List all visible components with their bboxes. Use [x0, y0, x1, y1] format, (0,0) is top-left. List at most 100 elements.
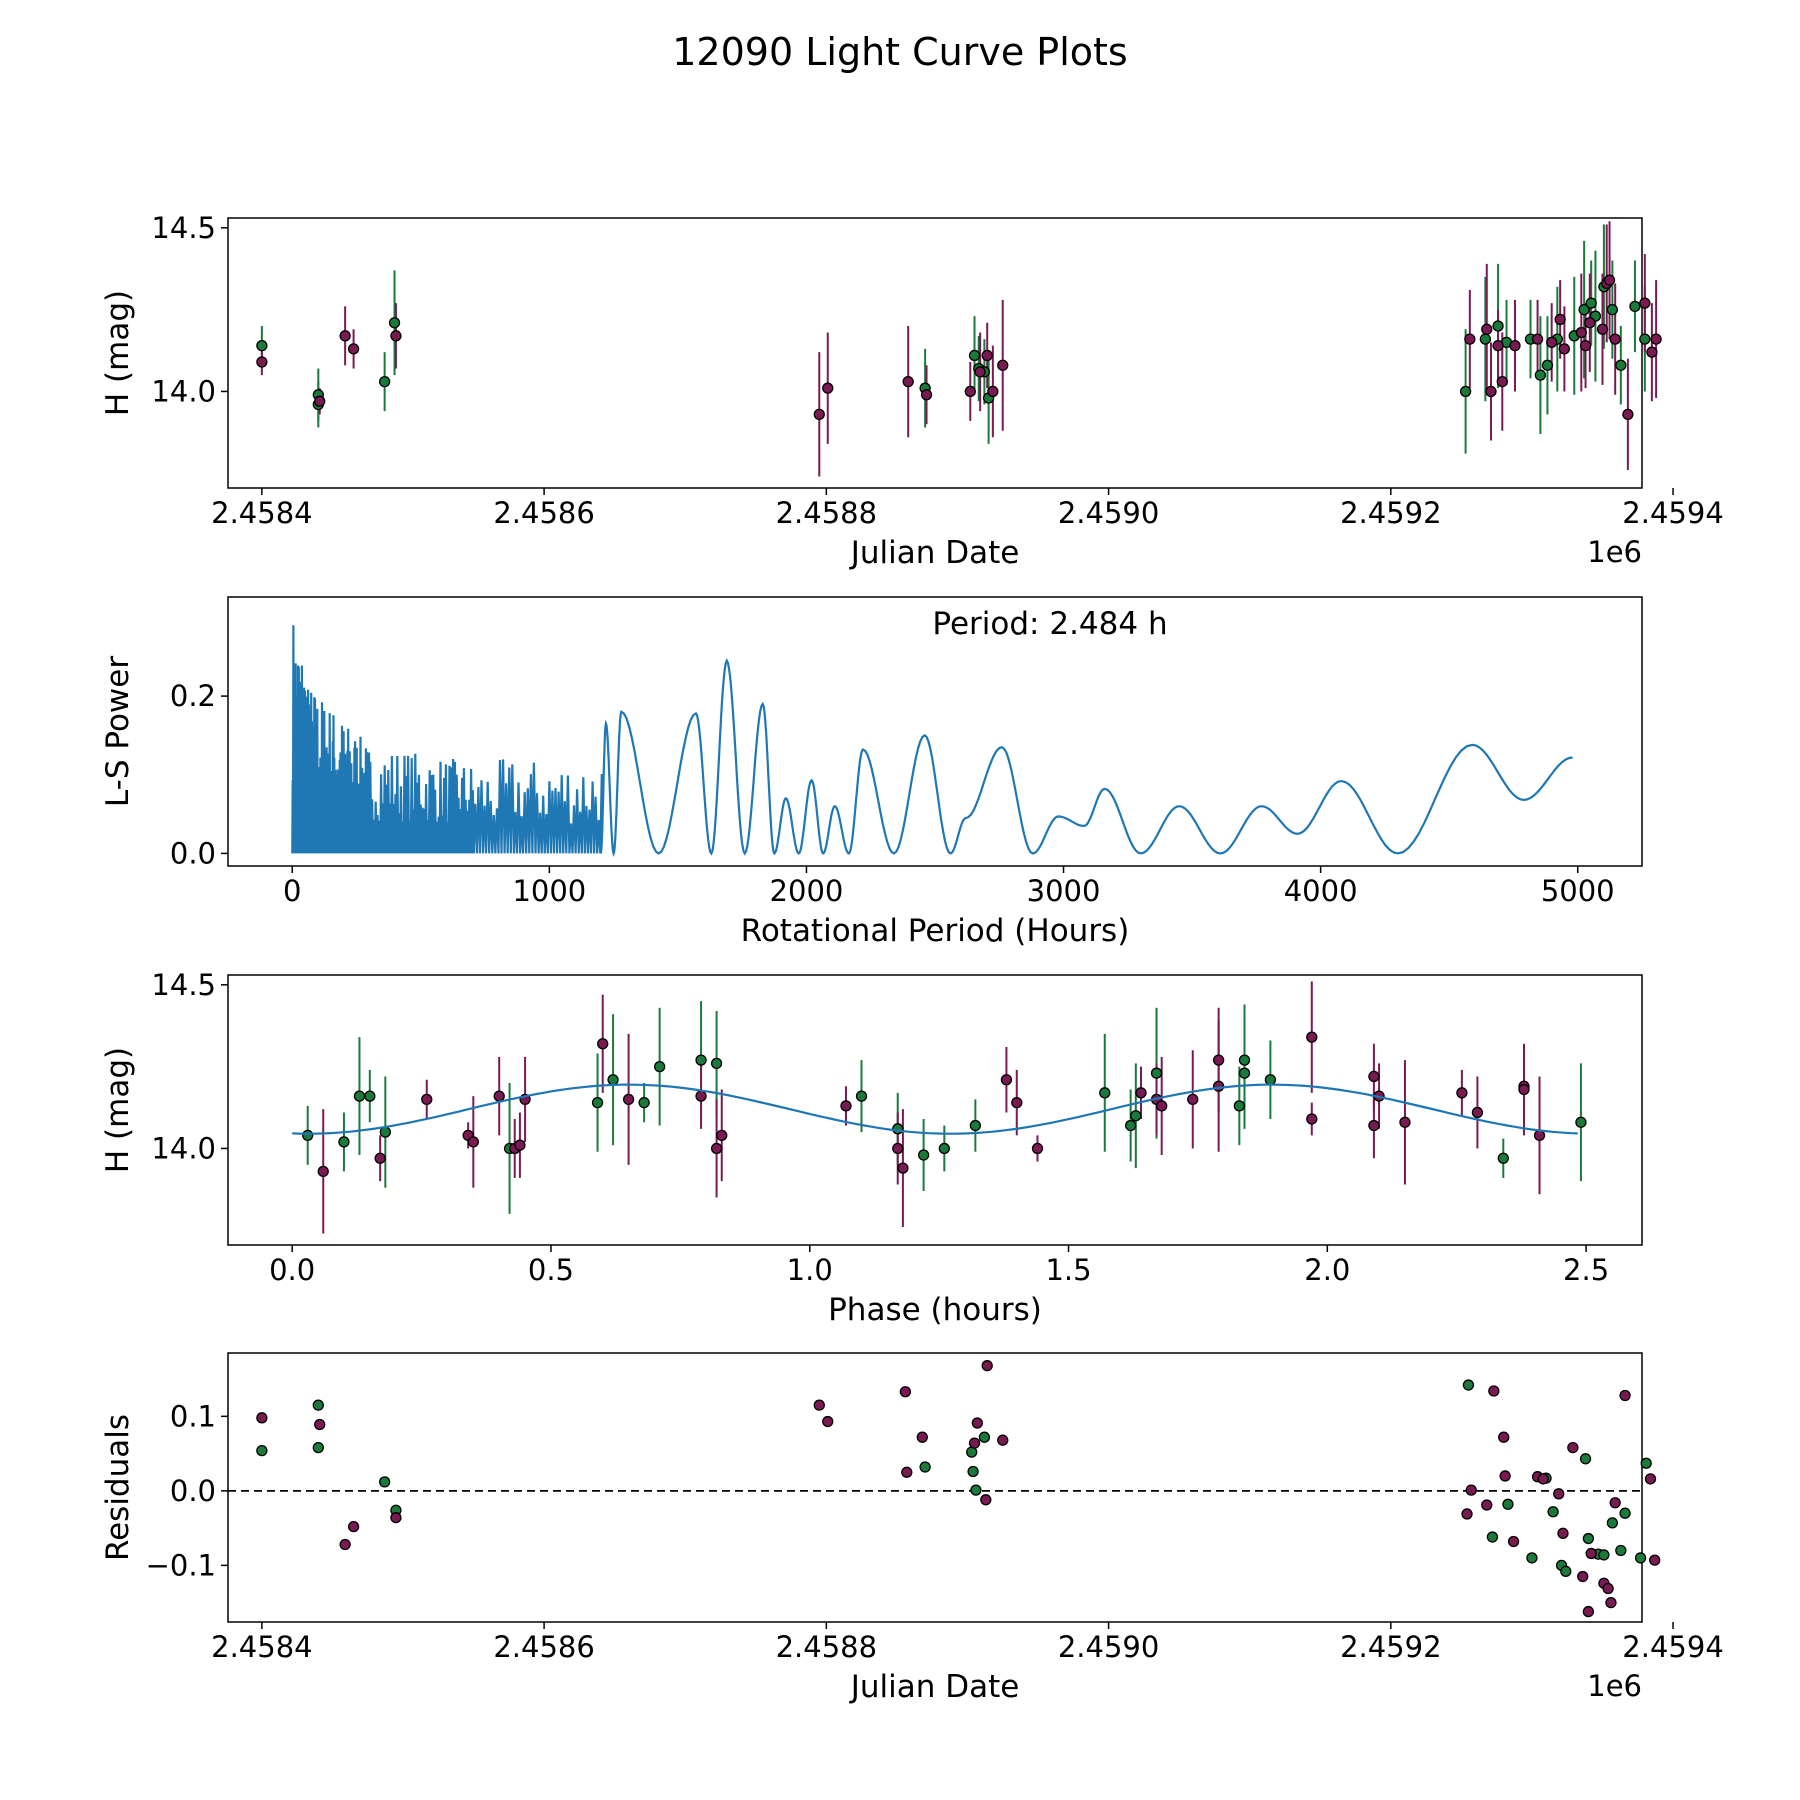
phase-purple-point — [1306, 1113, 1318, 1125]
jd-purple-point — [813, 408, 825, 421]
jd-purple-point — [1554, 313, 1566, 326]
jd-x-axis-title: Julian Date — [849, 535, 1020, 571]
jd-purple-point — [347, 343, 360, 355]
phase-purple-point — [493, 1090, 505, 1102]
resid-purple-point — [1582, 1605, 1595, 1618]
resid-purple-point — [1461, 1508, 1473, 1520]
phase-ytick-label: 14.5 — [151, 968, 216, 1002]
jd-green-point — [1534, 369, 1547, 381]
resid-green-point — [1502, 1498, 1514, 1510]
jd-xtick-label: 2.4594 — [1622, 496, 1723, 530]
panel-resid: 2.4584 2.4586 2.4588 2.4590 2.4592 2.4594 −0.1… — [100, 1352, 1724, 1705]
ls-xtick-label: 1000 — [512, 874, 586, 908]
jd-xtick-label: 2.4592 — [1340, 496, 1441, 530]
phase-frame — [227, 974, 1643, 1246]
resid-purple-point — [1567, 1441, 1579, 1454]
phase-purple-point — [695, 1090, 707, 1102]
resid-purple-point — [1488, 1385, 1500, 1397]
phase-green-point — [1264, 1074, 1277, 1086]
period-annotation: Period: 2.484 h — [932, 606, 1167, 642]
ls-frame — [227, 596, 1643, 867]
jd-purple-point — [339, 330, 351, 342]
jd-purple-point — [1579, 339, 1592, 352]
phase-purple-point — [897, 1162, 909, 1174]
ls-xtick-label: 0 — [283, 874, 301, 908]
resid-green-point — [256, 1444, 268, 1457]
resid-green-point — [1619, 1507, 1631, 1519]
resid-green-point — [1634, 1552, 1647, 1564]
jd-purple-point — [964, 385, 976, 398]
jd-xtick-label: 2.4588 — [776, 496, 877, 530]
resid-xtick-label: 2.4594 — [1622, 1630, 1723, 1664]
phase-green-point — [638, 1096, 650, 1109]
resid-xtick-label: 2.4586 — [493, 1630, 594, 1664]
jd-y-axis-title: H (mag) — [100, 290, 136, 416]
resid-purple-point — [1499, 1470, 1511, 1482]
resid-purple-point — [1619, 1389, 1631, 1402]
phase-green-point — [1099, 1087, 1111, 1099]
resid-purple-point — [968, 1437, 981, 1449]
phase-green-point — [855, 1090, 868, 1102]
resid-purple-point — [256, 1412, 268, 1424]
jd-green-point — [1615, 359, 1627, 371]
ls-ytick-label: 0.0 — [170, 836, 216, 870]
resid-ytick-label: 0.0 — [170, 1474, 216, 1508]
phase-green-point — [710, 1057, 723, 1070]
resid-green-point — [1486, 1531, 1499, 1543]
phase-purple-point — [514, 1139, 526, 1151]
jd-purple-point — [1531, 333, 1544, 345]
phase-purple-point — [622, 1093, 635, 1106]
jd-purple-point — [974, 366, 986, 378]
jd-green-point — [968, 349, 981, 362]
phase-x-axis-title: Phase (hours) — [828, 1292, 1042, 1328]
resid-purple-point — [981, 1360, 993, 1372]
phase-purple-point — [1011, 1096, 1023, 1109]
resid-purple-point — [347, 1520, 360, 1533]
phase-purple-point — [1471, 1106, 1484, 1119]
phase-xtick-label: 2.0 — [1304, 1253, 1350, 1287]
ls-xtick-label: 3000 — [1027, 874, 1101, 908]
jd-purple-point — [1646, 346, 1658, 358]
phase-green-point — [917, 1149, 930, 1161]
phase-xtick-label: 2.5 — [1563, 1253, 1609, 1287]
resid-green-point — [967, 1465, 979, 1478]
jd-ytick-label: 14.0 — [151, 374, 216, 408]
phase-purple-point — [421, 1093, 433, 1106]
resid-xtick-label: 2.4584 — [211, 1630, 312, 1664]
jd-purple-point — [1492, 339, 1504, 352]
resid-green-point — [312, 1441, 324, 1454]
phase-green-point — [1497, 1152, 1509, 1164]
ls-xtick-label: 5000 — [1541, 874, 1615, 908]
resid-green-point — [1462, 1379, 1475, 1391]
resid-purple-point — [314, 1418, 326, 1431]
phase-purple-point — [1031, 1142, 1044, 1155]
ls-ytick-label: 0.2 — [170, 679, 216, 713]
resid-purple-point — [390, 1512, 402, 1524]
resid-green-point — [1640, 1457, 1652, 1469]
resid-purple-point — [1577, 1570, 1589, 1583]
resid-purple-point — [1498, 1431, 1510, 1443]
resid-ytick-label: 0.1 — [170, 1399, 216, 1433]
jd-x-offset-label: 1e6 — [1587, 535, 1642, 569]
jd-xtick-label: 2.4590 — [1058, 496, 1159, 530]
resid-purple-point — [971, 1417, 983, 1429]
jd-green-point — [1541, 359, 1554, 371]
jd-frame — [227, 217, 1643, 489]
jd-purple-point — [822, 382, 834, 394]
jd-purple-point — [1485, 385, 1497, 398]
resid-purple-point — [1507, 1535, 1520, 1548]
resid-green-point — [378, 1476, 391, 1488]
phase-green-point — [1130, 1110, 1142, 1122]
phase-purple-point — [1518, 1083, 1530, 1096]
jd-green-point — [1606, 303, 1619, 316]
phase-purple-point — [840, 1100, 852, 1112]
resid-purple-point — [813, 1399, 825, 1411]
phase-green-point — [1238, 1054, 1251, 1066]
phase-purple-point — [1212, 1080, 1225, 1092]
phase-purple-point — [892, 1142, 904, 1155]
phase-purple-point — [1306, 1031, 1318, 1043]
resid-purple-point — [1481, 1499, 1493, 1511]
jd-purple-point — [1609, 333, 1621, 345]
jd-purple-point — [1558, 343, 1571, 355]
